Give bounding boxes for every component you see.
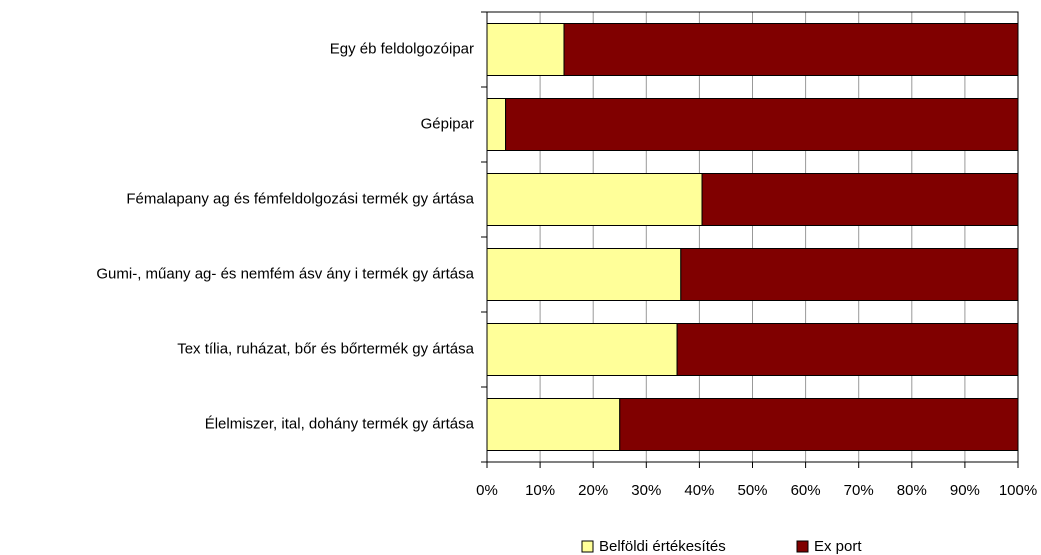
plot-border — [486, 11, 1019, 463]
x-tick-label: 80% — [897, 482, 927, 499]
y-tick-label: Gumi-, műany ag- és nemfém ásv ány i ter… — [96, 265, 474, 282]
bar-segment — [486, 98, 507, 151]
x-tick-label: 10% — [525, 482, 555, 499]
bar-segment — [486, 248, 682, 301]
bar-segment — [486, 173, 703, 226]
x-tick-label: 70% — [844, 482, 874, 499]
y-tick-label: Egy éb feldolgozóipar — [330, 40, 474, 57]
bar-segment — [619, 398, 1019, 451]
y-tick-label: Élelmiszer, ital, dohány termék gy ártás… — [205, 415, 475, 432]
legend-label: Belföldi értékesítés — [599, 538, 726, 555]
bar-segment — [701, 173, 1019, 226]
legend-swatch — [796, 540, 809, 553]
y-tick-label: Gépipar — [421, 115, 474, 132]
bar-segment — [676, 323, 1019, 376]
bar-segment — [505, 98, 1019, 151]
x-tick-label: 40% — [684, 482, 714, 499]
y-tick-label: Tex tília, ruházat, bőr és bőrtermék gy … — [177, 340, 474, 357]
x-tick-label: 100% — [999, 482, 1037, 499]
legend-label: Ex port — [814, 538, 862, 555]
bar-segment — [486, 323, 678, 376]
x-tick-label: 30% — [631, 482, 661, 499]
bar-segment — [486, 23, 565, 76]
bar-segment — [563, 23, 1019, 76]
x-tick-label: 50% — [737, 482, 767, 499]
bar-segment — [680, 248, 1019, 301]
bar-segment — [486, 398, 621, 451]
x-tick-label: 0% — [476, 482, 498, 499]
x-tick-label: 20% — [578, 482, 608, 499]
x-tick-label: 60% — [791, 482, 821, 499]
y-tick-label: Fémalapany ag és fémfeldolgozási termék … — [126, 190, 474, 207]
legend-swatch — [581, 540, 594, 553]
x-tick-label: 90% — [950, 482, 980, 499]
